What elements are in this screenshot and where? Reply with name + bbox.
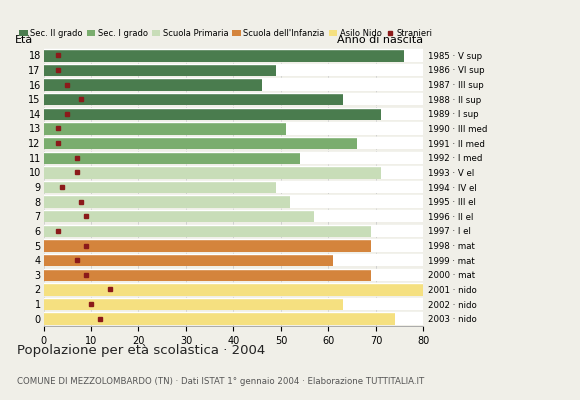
Bar [44, 49, 423, 62]
Bar [44, 137, 357, 149]
Bar [44, 64, 276, 76]
Bar [44, 210, 314, 222]
Text: Anno di nascita: Anno di nascita [338, 35, 423, 45]
Bar [44, 254, 333, 266]
Text: Età: Età [15, 35, 33, 45]
Bar [44, 181, 423, 193]
Bar [44, 312, 423, 325]
Bar [44, 239, 371, 252]
Bar [44, 49, 404, 62]
Bar [44, 312, 395, 325]
Bar [44, 122, 286, 135]
Bar [44, 108, 423, 120]
Bar [44, 166, 380, 178]
Bar [44, 283, 423, 296]
Bar [44, 225, 371, 237]
Text: Popolazione per età scolastica · 2004: Popolazione per età scolastica · 2004 [17, 344, 266, 357]
Bar [44, 268, 423, 281]
Bar [44, 78, 262, 91]
Text: COMUNE DI MEZZOLOMBARDO (TN) · Dati ISTAT 1° gennaio 2004 · Elaborazione TUTTITA: COMUNE DI MEZZOLOMBARDO (TN) · Dati ISTA… [17, 377, 425, 386]
Bar [44, 283, 423, 296]
Bar [44, 298, 343, 310]
Bar [44, 166, 423, 178]
Bar [44, 64, 423, 76]
Bar [44, 122, 423, 135]
Bar [44, 152, 300, 164]
Bar [44, 93, 423, 106]
Bar [44, 152, 423, 164]
Bar [44, 239, 423, 252]
Bar [44, 210, 423, 222]
Bar [44, 181, 276, 193]
Bar [44, 268, 371, 281]
Bar [44, 196, 291, 208]
Bar [44, 137, 423, 149]
Bar [44, 298, 423, 310]
Bar [44, 225, 423, 237]
Bar [44, 108, 380, 120]
Legend: Sec. II grado, Sec. I grado, Scuola Primaria, Scuola dell'Infanzia, Asilo Nido, : Sec. II grado, Sec. I grado, Scuola Prim… [19, 29, 432, 38]
Bar [44, 254, 423, 266]
Bar [44, 196, 423, 208]
Bar [44, 78, 423, 91]
Bar [44, 93, 343, 106]
